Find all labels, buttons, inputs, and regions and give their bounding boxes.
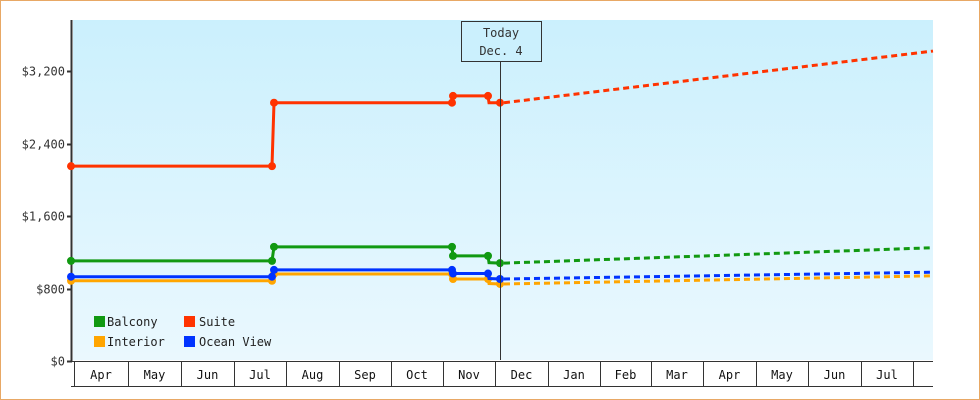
month-label: Aug <box>302 368 324 382</box>
legend-label-suite: Suite <box>199 315 235 329</box>
y-tick-label: $3,200 <box>22 65 65 79</box>
legend: Balcony Suite Interior Ocean View <box>94 315 272 349</box>
y-tick-label: $0 <box>51 355 65 369</box>
data-point <box>270 242 278 251</box>
legend-label-ocean-view: Ocean View <box>199 335 272 349</box>
month-label: May <box>144 368 166 382</box>
today-label-box <box>461 21 542 62</box>
month-label: Jul <box>249 368 271 382</box>
data-point <box>484 251 492 260</box>
month-label: Nov <box>458 368 480 382</box>
y-tick-label: $1,600 <box>22 210 65 224</box>
month-label: Apr <box>90 368 112 382</box>
month-label: Jun <box>824 368 846 382</box>
legend-swatch-suite <box>184 316 195 327</box>
data-point <box>67 272 75 281</box>
series-balcony <box>67 242 934 268</box>
forecast-line <box>503 270 934 281</box>
today-label-line1: Today <box>483 26 519 40</box>
series-suite <box>67 49 934 171</box>
series-lines <box>67 49 934 288</box>
data-point <box>268 272 276 281</box>
y-axis-ticks: $0 $800 $1,600 $2,400 $3,200 <box>22 65 72 369</box>
forecast-line <box>503 49 934 105</box>
data-point <box>448 98 456 107</box>
data-point <box>67 162 75 171</box>
data-point <box>484 91 492 100</box>
month-label: Jul <box>876 368 898 382</box>
today-label-line2: Dec. 4 <box>479 44 522 58</box>
data-point <box>484 269 492 278</box>
x-axis-months: Apr May Jun Jul Aug Sep Oct Nov Dec Jan Feb Mar Apr M… <box>71 361 933 387</box>
month-label: Jan <box>563 368 585 382</box>
legend-label-balcony: Balcony <box>107 315 158 329</box>
y-tick-label: $800 <box>36 283 65 297</box>
plot-area <box>73 20 933 360</box>
data-point <box>449 91 457 100</box>
data-point <box>448 242 456 251</box>
y-tick-label: $2,400 <box>22 138 65 152</box>
legend-swatch-interior <box>94 336 105 347</box>
month-label: Apr <box>719 368 741 382</box>
data-point <box>270 265 278 274</box>
month-label: Dec <box>511 368 533 382</box>
month-label: Jun <box>197 368 219 382</box>
month-label: Mar <box>666 368 688 382</box>
month-label: Sep <box>354 368 376 382</box>
forecast-line <box>503 246 934 265</box>
forecast-line <box>503 274 934 286</box>
legend-label-interior: Interior <box>107 335 165 349</box>
legend-swatch-ocean-view <box>184 336 195 347</box>
month-label: Oct <box>406 368 428 382</box>
legend-swatch-balcony <box>94 316 105 327</box>
data-point <box>270 98 278 107</box>
data-point <box>449 251 457 260</box>
month-label: May <box>771 368 793 382</box>
data-point <box>268 162 276 171</box>
month-label: Feb <box>615 368 637 382</box>
data-point <box>268 256 276 265</box>
data-point <box>449 269 457 278</box>
data-point <box>67 256 75 265</box>
